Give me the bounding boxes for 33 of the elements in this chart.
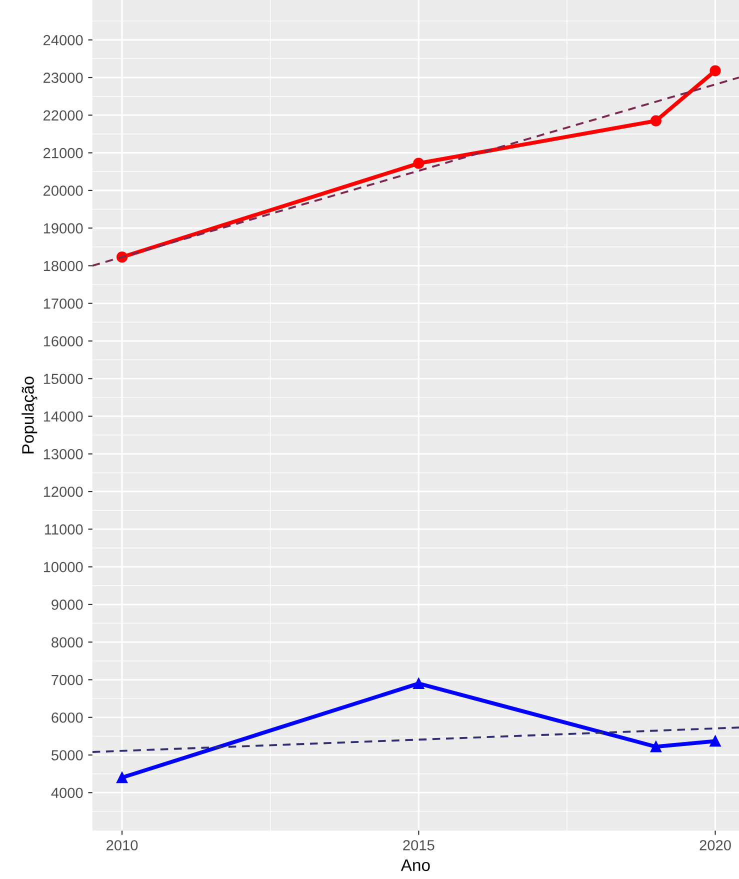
- y-tick-label: 14000: [44, 411, 83, 422]
- y-tick-label: 11000: [44, 524, 83, 535]
- y-tick-label: 13000: [44, 449, 83, 460]
- point: [116, 772, 128, 784]
- y-tick-label: 16000: [44, 336, 83, 346]
- point: [413, 678, 424, 690]
- x-axis-title: Ano: [400, 859, 430, 872]
- y-tick-label: 20000: [44, 186, 83, 196]
- x-tick-label: 2015: [403, 840, 434, 850]
- y-tick-label: 7000: [52, 674, 83, 686]
- point: [710, 736, 721, 747]
- y-tick-label: 12000: [44, 486, 83, 497]
- y-tick-label: 4000: [51, 788, 83, 798]
- x-tick-label: 2020: [700, 840, 731, 850]
- y-tick-label: 15000: [44, 374, 83, 384]
- y-tick-label: 22000: [44, 110, 83, 121]
- y-axis-title: População: [22, 376, 38, 454]
- point: [650, 115, 662, 126]
- point: [650, 741, 662, 752]
- y-tick-label: 8000: [52, 637, 83, 648]
- point: [413, 158, 424, 169]
- x-tick-label: 2010: [106, 840, 138, 850]
- y-tick-label: 18000: [44, 260, 83, 272]
- y-tick-label: 17000: [44, 298, 83, 309]
- y-tick-label: 23000: [44, 72, 83, 83]
- y-tick-label: 24000: [44, 34, 83, 46]
- y-tick-label: 10000: [44, 562, 83, 572]
- y-tick-label: 5000: [51, 750, 83, 760]
- y-tick-label: 19000: [44, 223, 83, 234]
- y-tick-label: 21000: [44, 148, 83, 158]
- point: [710, 65, 721, 76]
- y-tick-label: 6000: [52, 712, 83, 723]
- y-tick-label: 9000: [52, 600, 83, 610]
